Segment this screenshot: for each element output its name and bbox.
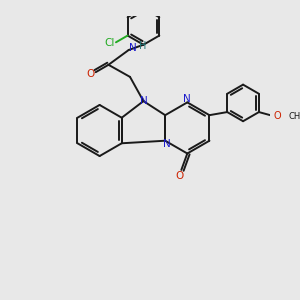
Text: Cl: Cl [105,38,115,48]
Text: N: N [163,139,170,149]
Text: CH₃: CH₃ [288,112,300,121]
Text: O: O [176,171,184,181]
Text: O: O [273,111,281,121]
Text: N: N [129,43,136,53]
Text: O: O [87,68,95,79]
Text: N: N [183,94,191,104]
Text: H: H [139,41,146,51]
Text: N: N [140,96,147,106]
